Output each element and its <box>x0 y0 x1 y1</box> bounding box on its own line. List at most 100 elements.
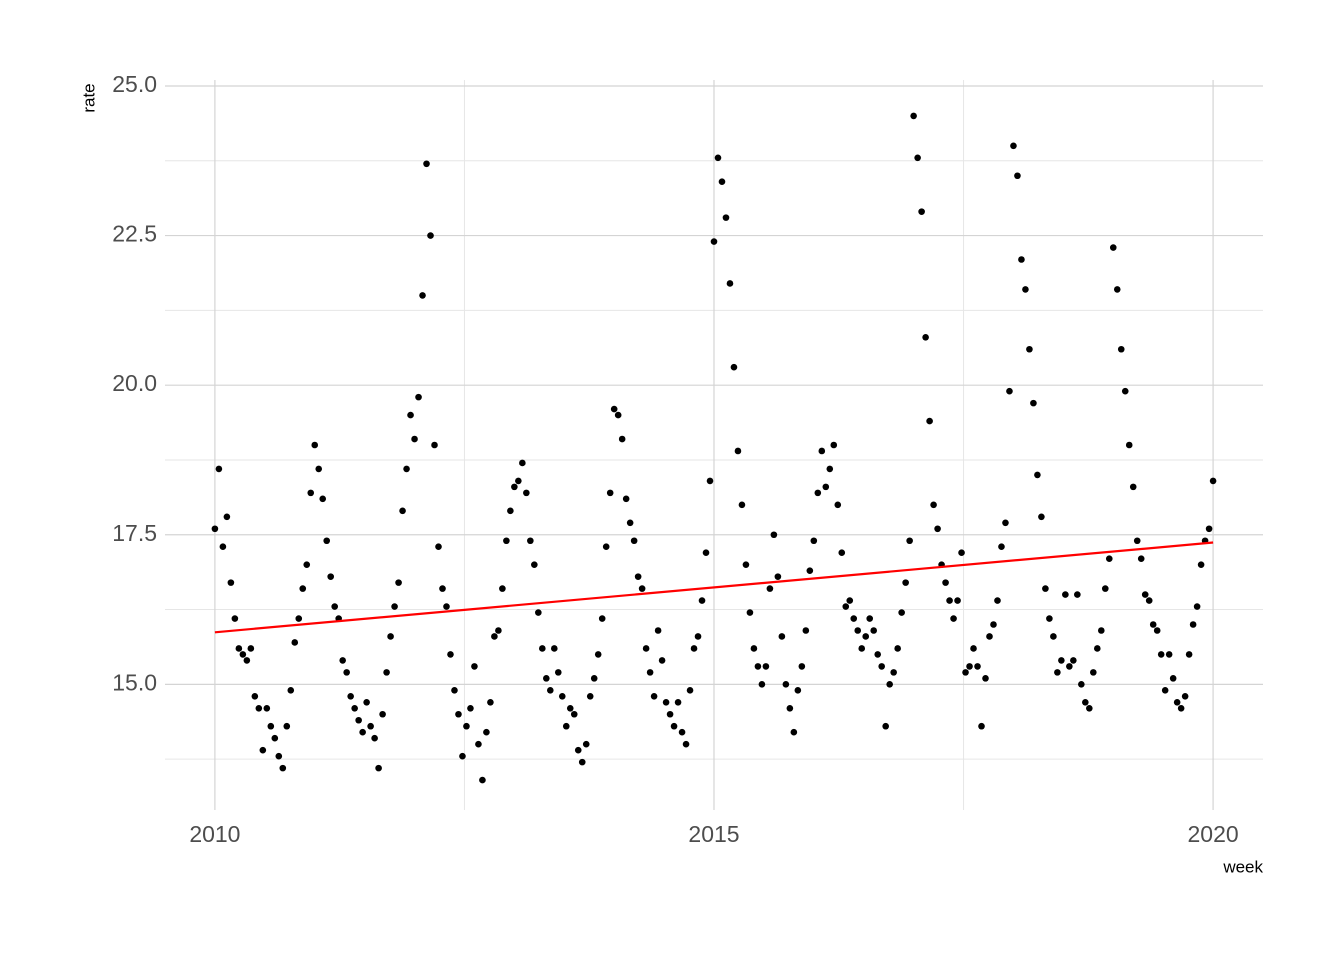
point <box>347 693 354 700</box>
point <box>219 543 227 551</box>
point <box>822 483 830 491</box>
x-axis-title: week <box>1222 857 1263 876</box>
point <box>1050 633 1057 640</box>
point <box>554 669 562 676</box>
point <box>499 585 506 592</box>
point <box>934 525 941 533</box>
point <box>275 752 283 760</box>
point <box>1078 681 1085 688</box>
point <box>846 597 854 604</box>
point <box>259 746 267 754</box>
point <box>814 489 822 497</box>
point <box>854 627 862 634</box>
point <box>1074 591 1081 598</box>
point <box>303 561 311 568</box>
point <box>1145 597 1153 604</box>
point <box>427 232 434 239</box>
point <box>766 585 774 592</box>
point <box>1109 244 1117 251</box>
point <box>978 722 985 730</box>
point <box>1189 621 1197 628</box>
point <box>862 633 870 640</box>
point <box>1094 645 1101 652</box>
point <box>606 489 614 497</box>
point <box>1193 603 1201 610</box>
point <box>918 208 925 215</box>
point <box>798 663 806 670</box>
point <box>1113 286 1121 293</box>
point <box>419 292 426 299</box>
point <box>878 663 885 670</box>
point <box>483 728 490 736</box>
point <box>930 501 937 509</box>
point <box>1165 651 1173 658</box>
point <box>531 561 538 568</box>
point <box>686 687 694 694</box>
point <box>586 693 594 700</box>
point <box>247 645 255 652</box>
point <box>882 722 889 730</box>
point <box>702 549 710 557</box>
point <box>291 639 299 646</box>
point <box>1038 513 1045 521</box>
point <box>363 698 370 706</box>
point <box>566 704 574 712</box>
point <box>1042 585 1049 592</box>
point <box>926 417 933 425</box>
point <box>1117 345 1125 353</box>
marks <box>211 112 1217 784</box>
point <box>443 603 450 610</box>
point <box>906 537 913 545</box>
point <box>507 507 514 515</box>
point <box>1090 669 1097 676</box>
point <box>523 489 530 497</box>
point <box>714 154 722 162</box>
point <box>543 675 550 682</box>
point <box>650 693 658 700</box>
point <box>215 465 223 473</box>
point <box>818 447 826 455</box>
point <box>886 681 893 688</box>
point <box>898 609 905 616</box>
point <box>479 776 486 784</box>
point <box>966 663 973 670</box>
point <box>399 507 406 515</box>
point <box>1181 693 1189 700</box>
point <box>754 663 762 670</box>
point <box>267 722 275 730</box>
point <box>682 740 690 748</box>
y-tick-label: 25.0 <box>112 71 157 97</box>
point <box>658 657 666 664</box>
point <box>722 214 730 221</box>
point <box>1141 591 1149 598</box>
point <box>439 585 446 592</box>
x-tick-label: 2020 <box>1188 821 1239 847</box>
point <box>511 483 518 491</box>
point <box>435 543 442 551</box>
point <box>578 758 586 766</box>
point <box>954 597 961 604</box>
point <box>902 579 909 586</box>
point <box>974 663 981 670</box>
point <box>1161 687 1169 694</box>
point <box>451 687 458 694</box>
point <box>842 603 850 610</box>
point <box>786 704 794 712</box>
point <box>463 722 470 730</box>
point <box>371 734 378 742</box>
point <box>1054 669 1061 676</box>
point <box>407 411 414 419</box>
point <box>1014 172 1021 180</box>
point <box>1070 657 1077 664</box>
point <box>231 615 239 622</box>
point <box>638 585 646 592</box>
trend-line <box>214 541 1214 634</box>
grid <box>165 80 1263 810</box>
point <box>503 537 510 545</box>
point <box>491 633 498 640</box>
point <box>674 698 682 706</box>
point <box>594 651 602 658</box>
point <box>890 669 897 676</box>
point <box>870 627 878 634</box>
point <box>411 435 418 443</box>
